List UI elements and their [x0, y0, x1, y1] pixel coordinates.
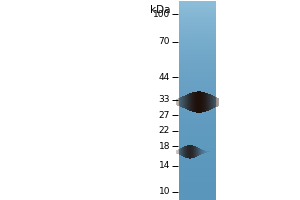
Text: 44: 44 — [159, 73, 170, 82]
Text: 14: 14 — [159, 161, 170, 170]
Text: 18: 18 — [159, 142, 170, 151]
Text: 27: 27 — [159, 111, 170, 120]
Text: 70: 70 — [159, 37, 170, 46]
Text: 22: 22 — [159, 126, 170, 135]
Text: 100: 100 — [153, 10, 170, 19]
Text: kDa: kDa — [150, 5, 170, 15]
Text: 10: 10 — [159, 187, 170, 196]
Text: 33: 33 — [159, 95, 170, 104]
